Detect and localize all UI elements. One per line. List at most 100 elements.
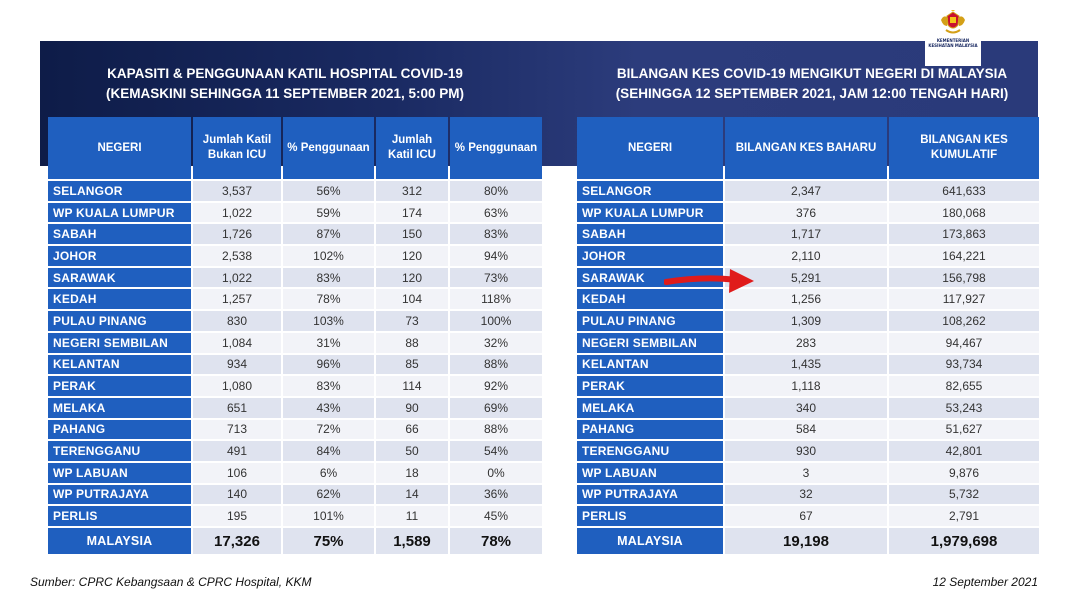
value-cell: 73% bbox=[450, 267, 542, 288]
value-cell: 5,291 bbox=[725, 267, 887, 288]
state-name-cell: WP KUALA LUMPUR bbox=[48, 202, 191, 223]
value-cell: 93,734 bbox=[889, 354, 1039, 375]
value-cell: 930 bbox=[725, 441, 887, 461]
value-cell: 100% bbox=[450, 311, 542, 331]
value-cell: 1,726 bbox=[193, 224, 281, 245]
state-name-cell: TERENGGANU bbox=[48, 441, 191, 461]
table-row: TERENGGANU 491 84% 50 54% bbox=[48, 441, 542, 461]
state-name-cell: JOHOR bbox=[48, 246, 191, 266]
state-name-cell: SARAWAK bbox=[577, 267, 723, 288]
table-row: SELANGOR 3,537 56% 312 80% bbox=[48, 181, 542, 201]
value-cell: 1,717 bbox=[725, 224, 887, 245]
value-cell: 11 bbox=[376, 506, 448, 526]
table-row: MELAKA 340 53,243 bbox=[577, 397, 1039, 418]
value-cell: 140 bbox=[193, 484, 281, 505]
value-cell: 2,110 bbox=[725, 246, 887, 266]
value-cell: 42,801 bbox=[889, 441, 1039, 461]
value-cell: 78% bbox=[283, 289, 374, 310]
state-name-cell: NEGERI SEMBILAN bbox=[48, 332, 191, 353]
value-cell: 156,798 bbox=[889, 267, 1039, 288]
value-cell: 1,309 bbox=[725, 311, 887, 331]
value-cell: 164,221 bbox=[889, 246, 1039, 266]
value-cell: 101% bbox=[283, 506, 374, 526]
value-cell: 66 bbox=[376, 419, 448, 440]
total-value-cell: 17,326 bbox=[193, 528, 281, 554]
value-cell: 1,435 bbox=[725, 354, 887, 375]
value-cell: 45% bbox=[450, 506, 542, 526]
right-title-line2: (SEHINGGA 12 SEPTEMBER 2021, JAM 12:00 T… bbox=[615, 86, 1009, 101]
state-name-cell: PERLIS bbox=[48, 506, 191, 526]
value-cell: 103% bbox=[283, 311, 374, 331]
value-cell: 120 bbox=[376, 267, 448, 288]
table-row: KELANTAN 1,435 93,734 bbox=[577, 354, 1039, 375]
value-cell: 18 bbox=[376, 462, 448, 483]
value-cell: 312 bbox=[376, 181, 448, 201]
value-cell: 80% bbox=[450, 181, 542, 201]
value-cell: 73 bbox=[376, 311, 448, 331]
value-cell: 1,022 bbox=[193, 202, 281, 223]
value-cell: 94,467 bbox=[889, 332, 1039, 353]
value-cell: 88% bbox=[450, 419, 542, 440]
table-row: SARAWAK 5,291 156,798 bbox=[577, 267, 1039, 288]
table-row: WP KUALA LUMPUR 1,022 59% 174 63% bbox=[48, 202, 542, 223]
value-cell: 43% bbox=[283, 397, 374, 418]
left-title: KAPASITI & PENGGUNAAN KATIL HOSPITAL COV… bbox=[40, 64, 530, 104]
table-row: WP KUALA LUMPUR 376 180,068 bbox=[577, 202, 1039, 223]
total-label-cell: MALAYSIA bbox=[48, 528, 191, 554]
value-cell: 283 bbox=[725, 332, 887, 353]
value-cell: 1,080 bbox=[193, 376, 281, 396]
value-cell: 90 bbox=[376, 397, 448, 418]
table-row: KELANTAN 934 96% 85 88% bbox=[48, 354, 542, 375]
value-cell: 584 bbox=[725, 419, 887, 440]
value-cell: 92% bbox=[450, 376, 542, 396]
state-name-cell: MELAKA bbox=[577, 397, 723, 418]
value-cell: 114 bbox=[376, 376, 448, 396]
state-name-cell: PULAU PINANG bbox=[577, 311, 723, 331]
cases-table: NEGERI BILANGAN KES BAHARU BILANGAN KES KU… bbox=[575, 115, 1041, 556]
value-cell: 2,347 bbox=[725, 181, 887, 201]
total-value-cell: 75% bbox=[283, 528, 374, 554]
value-cell: 651 bbox=[193, 397, 281, 418]
bed-capacity-table: NEGERI Jumlah Katil Bukan ICU% Penggunaan… bbox=[46, 115, 544, 556]
value-cell: 88 bbox=[376, 332, 448, 353]
value-cell: 94% bbox=[450, 246, 542, 266]
value-cell: 83% bbox=[450, 224, 542, 245]
value-cell: 713 bbox=[193, 419, 281, 440]
coat-of-arms-icon bbox=[941, 10, 965, 34]
value-cell: 641,633 bbox=[889, 181, 1039, 201]
column-header: NEGERI bbox=[577, 117, 723, 179]
table-row: TERENGGANU 930 42,801 bbox=[577, 441, 1039, 461]
value-cell: 102% bbox=[283, 246, 374, 266]
state-name-cell: KELANTAN bbox=[577, 354, 723, 375]
value-cell: 180,068 bbox=[889, 202, 1039, 223]
value-cell: 9,876 bbox=[889, 462, 1039, 483]
left-title-line2: (KEMASKINI SEHINGGA 11 SEPTEMBER 2021, 5… bbox=[105, 86, 465, 101]
state-name-cell: SELANGOR bbox=[577, 181, 723, 201]
table-row: MELAKA 651 43% 90 69% bbox=[48, 397, 542, 418]
column-header: % Penggunaan bbox=[283, 117, 374, 179]
state-name-cell: JOHOR bbox=[577, 246, 723, 266]
value-cell: 5,732 bbox=[889, 484, 1039, 505]
table-row: WP PUTRAJAYA 32 5,732 bbox=[577, 484, 1039, 505]
value-cell: 72% bbox=[283, 419, 374, 440]
value-cell: 1,118 bbox=[725, 376, 887, 396]
value-cell: 51,627 bbox=[889, 419, 1039, 440]
table-row: JOHOR 2,538 102% 120 94% bbox=[48, 246, 542, 266]
total-value-cell: 19,198 bbox=[725, 528, 887, 554]
table-row: KEDAH 1,256 117,927 bbox=[577, 289, 1039, 310]
state-name-cell: PAHANG bbox=[48, 419, 191, 440]
value-cell: 59% bbox=[283, 202, 374, 223]
value-cell: 85 bbox=[376, 354, 448, 375]
table-header-row: NEGERI Jumlah Katil Bukan ICU% Penggunaan… bbox=[48, 117, 542, 179]
value-cell: 104 bbox=[376, 289, 448, 310]
value-cell: 106 bbox=[193, 462, 281, 483]
value-cell: 340 bbox=[725, 397, 887, 418]
column-header: NEGERI bbox=[48, 117, 191, 179]
table-header-row: NEGERI BILANGAN KES BAHARU BILANGAN KES KU… bbox=[577, 117, 1039, 179]
column-header: BILANGAN KES KUMULATIF bbox=[889, 117, 1039, 179]
table-row: PULAU PINANG 830 103% 73 100% bbox=[48, 311, 542, 331]
state-name-cell: KEDAH bbox=[48, 289, 191, 310]
table-row: KEDAH 1,257 78% 104 118% bbox=[48, 289, 542, 310]
value-cell: 56% bbox=[283, 181, 374, 201]
table-row: WP LABUAN 106 6% 18 0% bbox=[48, 462, 542, 483]
